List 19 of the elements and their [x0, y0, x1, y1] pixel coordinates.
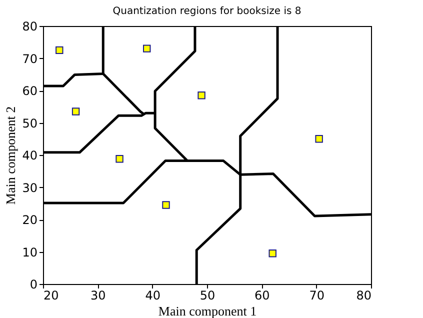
y-tick-label: 20 — [22, 213, 38, 227]
x-tick-label: 40 — [145, 288, 160, 302]
y-tick-label: 10 — [22, 245, 38, 260]
y-axis-title: Main component 2 — [3, 106, 18, 205]
y-tick-label: 30 — [22, 180, 38, 195]
y-tick-label: 50 — [22, 116, 38, 130]
chart-title: Quantization regions for booksize is 8 — [112, 6, 302, 17]
y-tick-label: 70 — [22, 52, 38, 66]
x-tick-label: 50 — [200, 288, 216, 302]
x-tick-label: 80 — [356, 288, 372, 302]
y-tick-label: 40 — [22, 148, 38, 162]
y-tick-label: 60 — [22, 84, 38, 98]
x-tick-label: 60 — [254, 288, 270, 302]
y-tick-label: 0 — [30, 278, 38, 292]
x-tick-label: 20 — [44, 288, 59, 302]
y-tick-label: 80 — [22, 20, 38, 34]
x-axis-title: Main component 1 — [158, 304, 257, 318]
x-tick-label: 70 — [309, 288, 324, 302]
x-tick-label: 30 — [90, 288, 106, 302]
